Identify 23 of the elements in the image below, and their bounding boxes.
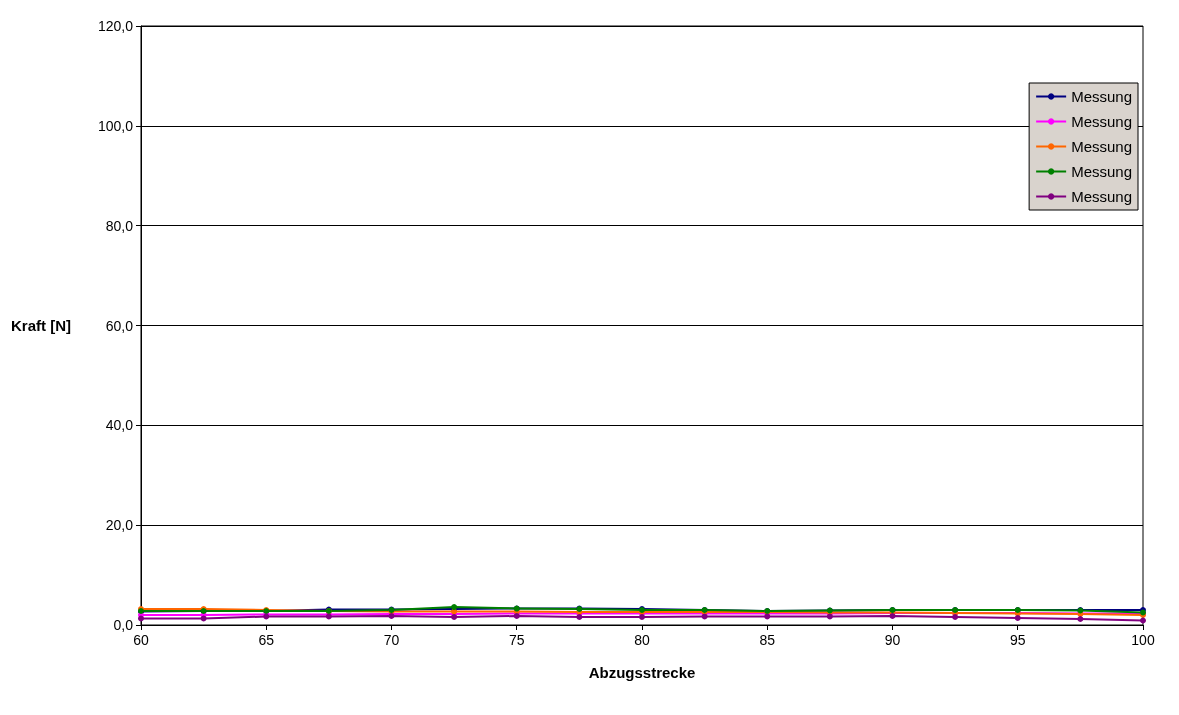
x-tick-label: 100 [1131, 632, 1155, 648]
y-tick-label: 120,0 [97, 18, 134, 34]
x-tick-label: 90 [884, 632, 901, 648]
legend-label: Messung [1071, 113, 1133, 130]
x-tick-label: 95 [1009, 632, 1026, 648]
x-tick-label: 80 [634, 632, 650, 648]
y-axis-title: Kraft [N] [10, 317, 71, 334]
y-tick-label: 100,0 [97, 117, 134, 134]
legend-label: Messung [1071, 138, 1133, 155]
x-tick-label: 70 [383, 632, 400, 648]
y-tick-label: 80,0 [105, 217, 134, 234]
x-tick-label: 85 [759, 632, 776, 648]
x-tick-label: 75 [508, 632, 525, 648]
y-tick-label: 20,0 [105, 517, 134, 534]
y-tick-label: 60,0 [105, 317, 134, 334]
x-tick-label: 60 [133, 632, 149, 648]
legend-label: Messung [1071, 88, 1133, 105]
x-axis-title: Abzugsstrecke [588, 664, 696, 681]
y-tick-label: 40,0 [105, 417, 134, 434]
legend-label: Messung [1071, 188, 1133, 205]
y-tick-label: 0,0 [113, 617, 134, 633]
legend-label: Messung [1071, 163, 1133, 180]
x-tick-label: 65 [258, 632, 275, 648]
